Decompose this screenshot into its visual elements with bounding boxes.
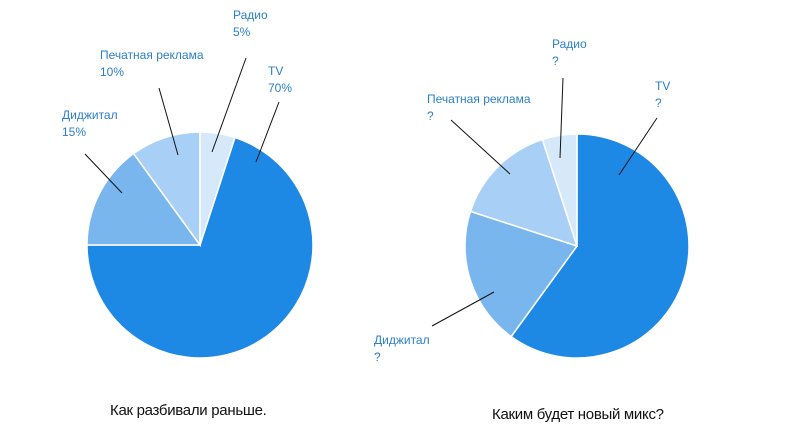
pie-2-leader-line-3 [450,119,511,175]
pie-2-slice-value-2: ? [374,350,381,364]
pie-2-slice-value-4: ? [552,54,559,68]
pie-1-slice-name-1: TV [268,64,283,78]
pie-2-slice-name-2: Диджитал [374,333,430,347]
chart-2-caption: Каким будет новый микс? [492,406,664,423]
pie-1-slice-value-2: 15% [62,125,86,139]
pie-chart-2: TV? Диджитал? Печатная реклама? Радио? [374,37,690,364]
pie-1-slice-1 [86,136,314,359]
pie-2-leader-line-2 [431,291,495,327]
pie-1-leader-line-3 [158,87,179,156]
pie-1-slice-name-2: Диджитал [62,108,118,122]
pie-1-leader-line-4 [211,57,247,153]
pie-2-leader-line-1 [618,117,658,176]
pie-1-slice-3 [132,131,201,248]
pie-1-slice-name-3: Печатная реклама [100,48,204,62]
chart-1-caption: Как разбивали раньше. [110,402,267,419]
pie-2-slice-1 [510,133,690,359]
pie-1-slice-value-1: 70% [268,81,292,95]
pie-1-slice-value-4: 5% [233,25,251,39]
pie-2-slice-name-1: TV [655,79,670,93]
pie-1-slice-4 [199,131,236,246]
pie-2-slice-value-3: ? [427,109,434,123]
pie-1-leader-line-2 [84,153,123,194]
pie-1-slice-2 [86,152,202,246]
pie-2-leader-line-4 [559,77,564,159]
pie-2-slice-2 [464,210,579,338]
pie-1-leader-line-1 [255,101,280,163]
pie-2-slice-4 [541,133,578,247]
pie-2-slice-name-3: Печатная реклама [427,92,531,106]
pie-1-slice-name-4: Радио [233,8,268,22]
pie-2-slice-value-1: ? [655,96,662,110]
pie-chart-1: TV 70% Диджитал 15% Печатная реклама 10% Радио… [62,8,314,359]
pie-1-slice-value-3: 10% [100,65,124,79]
pie-2-slice-name-4: Радио [552,37,587,51]
